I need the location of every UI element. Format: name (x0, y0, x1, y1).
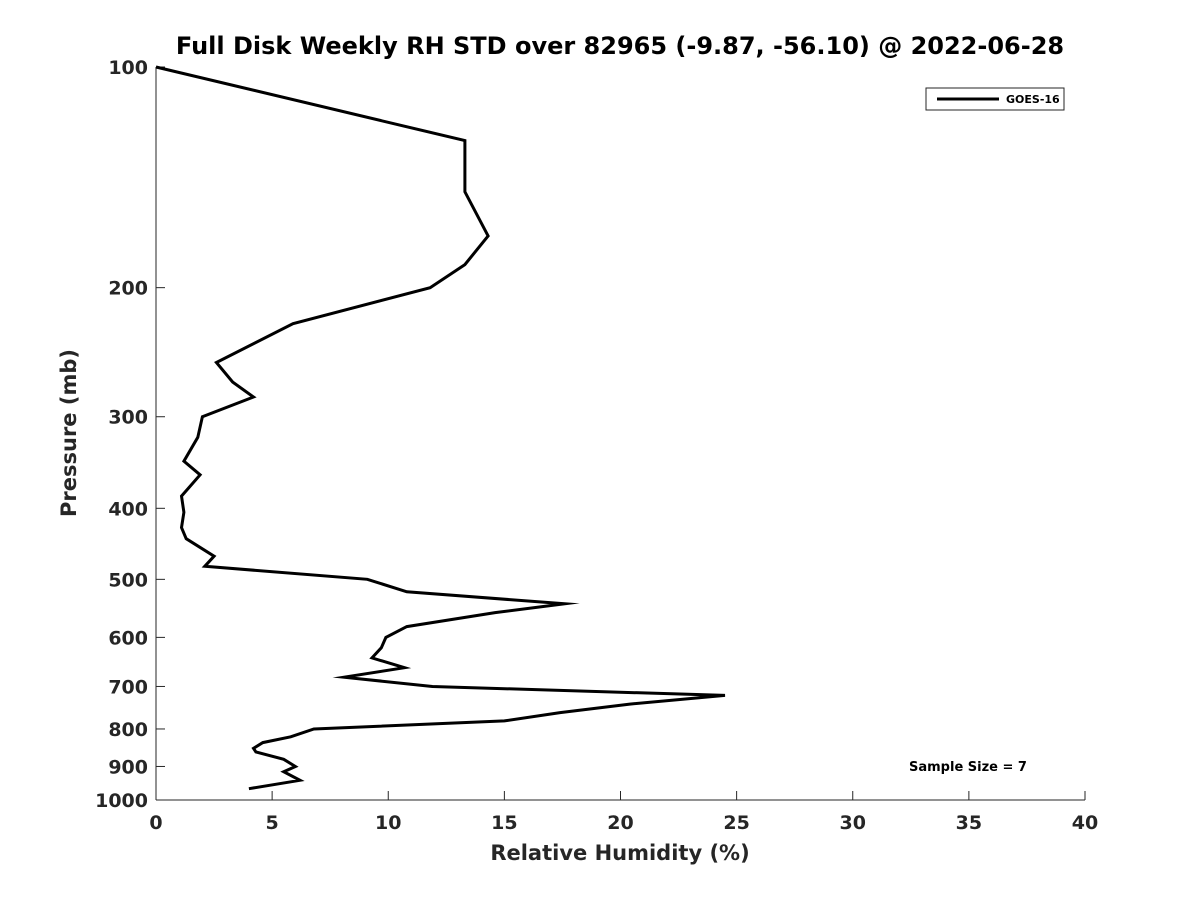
sample-size-annotation: Sample Size = 7 (909, 760, 1027, 775)
series-line (155, 65, 726, 791)
axes: 0 5 10 15 20 25 30 35 40 100 200 300 400 500 600 700 800… (95, 57, 1098, 834)
x-tick-label: 15 (491, 812, 517, 834)
y-tick-label: 400 (108, 498, 148, 520)
y-tick-label: 600 (108, 627, 148, 649)
x-tick-label: 10 (375, 812, 401, 834)
x-tick-label: 5 (266, 812, 279, 834)
y-tick-label: 900 (108, 756, 148, 778)
y-tick-label: 100 (108, 57, 148, 79)
y-tick-label: 700 (108, 676, 148, 698)
x-tick-label: 35 (956, 812, 982, 834)
series-layer (155, 65, 726, 791)
x-tick-label: 0 (149, 812, 162, 834)
y-tick-label: 800 (108, 719, 148, 741)
x-tick-label: 30 (840, 812, 866, 834)
x-axis-label: Relative Humidity (%) (490, 841, 749, 865)
y-tick-label: 1000 (95, 790, 148, 812)
x-tick-label: 40 (1072, 812, 1098, 834)
legend-label: GOES-16 (1006, 93, 1060, 106)
x-tick-label: 20 (607, 812, 633, 834)
y-tick-label: 300 (108, 407, 148, 429)
chart-title: Full Disk Weekly RH STD over 82965 (-9.8… (176, 32, 1064, 60)
y-tick-label: 200 (108, 278, 148, 300)
legend: GOES-16 (925, 87, 1065, 111)
y-axis-label: Pressure (mb) (57, 349, 81, 517)
x-tick-label: 25 (723, 812, 749, 834)
y-tick-label: 500 (108, 569, 148, 591)
